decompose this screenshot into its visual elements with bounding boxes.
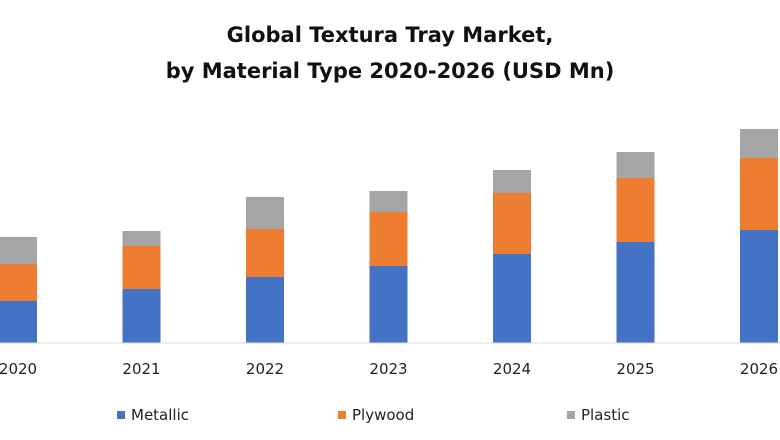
legend-marker-plastic xyxy=(567,411,575,419)
bar-plastic-2020 xyxy=(0,237,37,264)
bar-metallic-2024 xyxy=(493,254,531,343)
x-tick-label-2021: 2021 xyxy=(122,360,160,378)
chart-title-line-1: Global Textura Tray Market, xyxy=(227,23,554,47)
bar-plywood-2023 xyxy=(369,212,408,266)
x-tick-label-2026: 2026 xyxy=(740,360,778,378)
legend: Metallic Plywood Plastic xyxy=(117,406,630,424)
bar-plastic-2024 xyxy=(493,170,531,193)
bar-plastic-2022 xyxy=(246,197,284,229)
legend-label-metallic: Metallic xyxy=(131,406,189,424)
bar-plywood-2021 xyxy=(122,246,161,289)
x-tick-label-2022: 2022 xyxy=(246,360,284,378)
legend-marker-metallic xyxy=(117,411,125,419)
bar-metallic-2026 xyxy=(740,230,778,343)
bar-plastic-2023 xyxy=(369,191,408,212)
bar-plywood-2020 xyxy=(0,264,37,301)
legend-marker-plywood xyxy=(338,411,346,419)
bar-plastic-2026 xyxy=(740,129,778,158)
bar-metallic-2021 xyxy=(122,289,161,343)
x-tick-label-2024: 2024 xyxy=(493,360,531,378)
x-tick-label-2023: 2023 xyxy=(369,360,407,378)
bar-metallic-2020 xyxy=(0,301,37,343)
bar-metallic-2023 xyxy=(369,266,408,343)
bar-plywood-2022 xyxy=(246,229,284,277)
x-tick-label-2020: 2020 xyxy=(0,360,37,378)
bar-plywood-2026 xyxy=(740,158,778,230)
legend-label-plastic: Plastic xyxy=(581,406,630,424)
x-tick-labels: 2020 2021 2022 2023 2024 2025 2026 xyxy=(0,360,778,378)
bar-plastic-2021 xyxy=(122,231,161,246)
bar-plastic-2025 xyxy=(616,152,655,178)
legend-label-plywood: Plywood xyxy=(352,406,414,424)
bar-plywood-2025 xyxy=(616,178,655,242)
bar-metallic-2022 xyxy=(246,277,284,343)
bar-group xyxy=(0,129,778,343)
x-tick-label-2025: 2025 xyxy=(616,360,654,378)
bar-metallic-2025 xyxy=(616,242,655,343)
chart-title-line-2: by Material Type 2020-2026 (USD Mn) xyxy=(166,59,615,83)
bar-plywood-2024 xyxy=(493,193,531,254)
